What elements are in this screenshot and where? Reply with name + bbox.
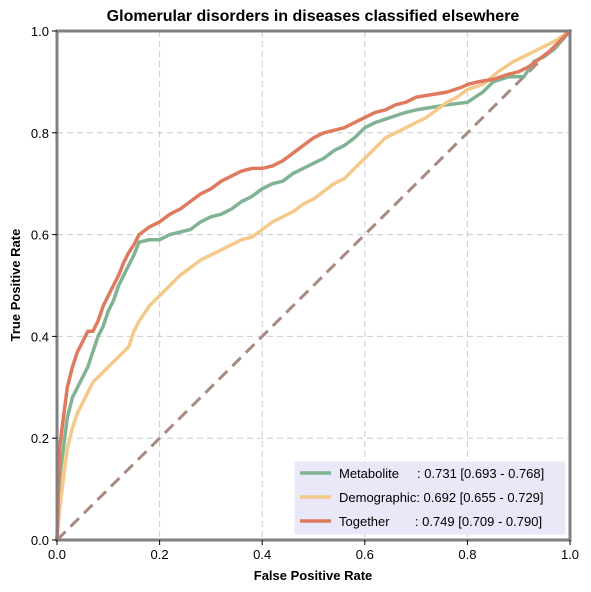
y-tick-label: 0.8 (31, 126, 49, 141)
x-tick-label: 0.8 (458, 547, 476, 562)
diagonal-reference (55, 29, 572, 542)
y-tick-label: 1.0 (31, 24, 49, 39)
x-tick-label: 0.2 (151, 547, 169, 562)
y-tick-label: 0.0 (31, 533, 49, 548)
legend-entry-demographic: Demographic: 0.692 [0.655 - 0.729] (339, 490, 544, 505)
legend-box (294, 461, 566, 535)
chart-title: Glomerular disorders in diseases classif… (107, 8, 520, 25)
y-tick-label: 0.2 (31, 431, 49, 446)
x-tick-label: 0.6 (356, 547, 374, 562)
y-axis-label: True Positive Rate (8, 229, 23, 342)
plot-frame (55, 29, 572, 542)
y-tick-label: 0.6 (31, 228, 49, 243)
legend: Metabolite : 0.731 [0.693 - 0.768] Demogr… (294, 461, 566, 535)
chance-diagonal-line (55, 29, 572, 542)
y-tick-label: 0.4 (31, 329, 49, 344)
x-tick-label: 1.0 (561, 547, 579, 562)
roc-curve-demographic (55, 29, 572, 542)
legend-entry-together: Together : 0.749 [0.709 - 0.790] (339, 514, 542, 529)
x-tick-label: 0.0 (48, 547, 66, 562)
legend-entry-metabolite: Metabolite : 0.731 [0.693 - 0.768] (339, 466, 544, 481)
x-tick-label: 0.4 (253, 547, 271, 562)
roc-curve-together (55, 29, 572, 542)
x-axis-label: False Positive Rate (254, 568, 373, 583)
series-layer (55, 29, 572, 542)
ticks: 0.0 0.2 0.4 0.6 0.8 1.0 0.0 0.2 0.4 0.6 0.8 1.0 (31, 24, 579, 562)
